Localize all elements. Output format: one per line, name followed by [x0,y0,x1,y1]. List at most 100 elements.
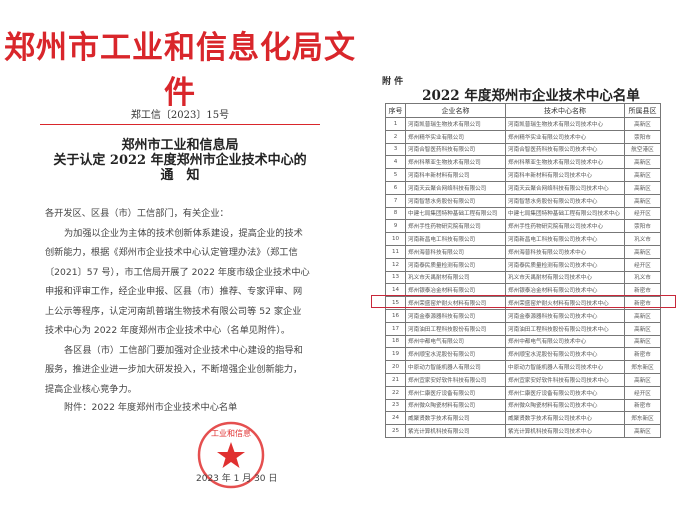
company-name: 郑州仁康医疗设备有限公司 [405,385,506,400]
row-number: 20 [385,360,406,374]
center-name: 河南凯普瑞生物技术有限公司技术中心 [505,117,625,131]
column-header: 企业名称 [405,103,506,118]
center-name: 中原动力智能机器人有限公司技术中心 [505,360,625,374]
header-divider [40,124,320,125]
row-number: 10 [385,232,406,246]
star-icon [217,442,245,468]
district: 巩义市 [624,232,661,246]
company-name: 郑州精华实业有限公司 [405,129,506,144]
row-number: 18 [385,334,406,349]
district: 高新区 [624,244,661,259]
row-number: 8 [385,206,406,221]
company-name: 中原动力智能机器人有限公司 [405,360,506,374]
title-line: 通 知 [160,168,200,183]
table-row: 9 郑州手性药物研究院有限公司 郑州手性药物研究院有限公司技术中心 荥阳市 [385,219,661,234]
district: 经开区 [624,206,661,221]
district: 郑东新区 [624,360,661,374]
company-name: 河南科丰新材料有限公司 [405,168,506,182]
company-name: 河南天云聚合网络科技有限公司 [405,180,506,195]
table-row: 20 中原动力智能机器人有限公司 中原动力智能机器人有限公司技术中心 郑东新区 [385,360,661,374]
center-name: 郑州中都电气有限公司技术中心 [505,334,625,349]
center-name: 河南合智医药科技有限公司技术中心 [505,142,625,157]
svg-text:工业和信息: 工业和信息 [211,428,251,438]
center-name: 河南天云聚合网络科技有限公司技术中心 [505,180,625,195]
annex-label: 附 件 [382,77,404,87]
table-row: 7 河南智慧水务股份有限公司 河南智慧水务股份有限公司技术中心 高新区 [385,193,661,208]
notice-page: 郑州市工业和信息化局文件 郑工信〔2023〕15号 郑州市工业和信息局 关于认定… [0,30,360,489]
notice-body: 各开发区、区县（市）工信部门，有关企业： 为加强以企业为主体的技术创新体系建设，… [45,204,310,399]
attachment-line: 附件：2022 年度郑州市企业技术中心名单 [64,402,238,413]
center-name: 郑州顺宝水泥股份有限公司技术中心 [505,347,625,362]
row-number: 9 [385,219,406,234]
row-number: 19 [385,347,406,362]
district: 巩义市 [624,270,661,285]
company-name: 郑州科蒂亚生物技术有限公司 [405,155,506,170]
table-row: 15 郑州荣盛窑炉耐火材料有限公司 郑州荣盛窑炉耐火材料有限公司技术中心 新密市 [385,296,661,310]
district: 高新区 [624,308,661,323]
company-name: 河南凯普瑞生物技术有限公司 [405,117,506,131]
center-name: 郑州手性药物研究院有限公司技术中心 [505,219,625,234]
row-number: 16 [385,308,406,323]
row-number: 2 [385,129,406,144]
issue-date: 2023 年 1 月 30 日 [196,474,278,484]
notice-title: 郑州市工业和信息局 关于认定 2022 年度郑州市企业技术中心的 通 知 [0,138,360,183]
district: 高新区 [624,117,661,131]
table-row: 2 郑州精华实业有限公司 郑州精华实业有限公司技术中心 荥阳市 [385,129,661,144]
district: 郑东新区 [624,411,661,426]
center-name: 威聚贤数字技术有限公司技术中心 [505,411,625,426]
company-name: 郑州顺宝水泥股份有限公司 [405,347,506,362]
table-row: 10 河南新昌电工科技有限公司 河南新昌电工科技有限公司技术中心 巩义市 [385,232,661,246]
district: 高新区 [624,155,661,170]
company-name: 威聚贤数字技术有限公司 [405,411,506,426]
row-number: 17 [385,321,406,336]
center-name: 郑州宜家安好软件科技有限公司技术中心 [505,372,625,387]
document-header: 郑州市工业和信息化局文件 [4,30,356,111]
table-row: 18 郑州中都电气有限公司 郑州中都电气有限公司技术中心 高新区 [385,334,661,349]
center-name: 紫光计算机科技有限公司技术中心 [505,424,625,438]
district: 荥阳市 [624,129,661,144]
company-name: 河南新昌电工科技有限公司 [405,232,506,246]
row-number: 21 [385,372,406,387]
table-row: 13 巩义市天禹耐材有限公司 巩义市天禹耐材有限公司技术中心 巩义市 [385,270,661,285]
paragraph: 为加强以企业为主体的技术创新体系建设，提高企业的技术创新能力，根据《郑州市企业技… [45,227,310,337]
table-row: 21 郑州宜家安好软件科技有限公司 郑州宜家安好软件科技有限公司技术中心 高新区 [385,372,661,387]
center-name: 郑州科蒂亚生物技术有限公司技术中心 [505,155,625,170]
column-header: 所属县区 [624,103,661,118]
district: 新密市 [624,398,661,413]
table-row: 4 郑州科蒂亚生物技术有限公司 郑州科蒂亚生物技术有限公司技术中心 高新区 [385,155,661,170]
title-line: 郑州市工业和信息局 [121,138,239,153]
district: 高新区 [624,424,661,438]
center-name: 郑州海普科技有限公司技术中心 [505,244,625,259]
official-seal: 工业和信息 [197,421,265,489]
center-name: 河南智慧水务股份有限公司技术中心 [505,193,625,208]
district: 高新区 [624,372,661,387]
district: 高新区 [624,193,661,208]
company-name: 郑州海普科技有限公司 [405,244,506,259]
salutation: 各开发区、区县（市）工信部门，有关企业： [45,208,229,219]
center-name: 郑州仁康医疗设备有限公司技术中心 [505,385,625,400]
row-number: 12 [385,257,406,272]
row-number: 11 [385,244,406,259]
center-name: 河南泰民质量检测有限公司技术中心 [505,257,625,272]
row-number: 6 [385,180,406,195]
center-name: 河南新昌电工科技有限公司技术中心 [505,232,625,246]
district: 经开区 [624,385,661,400]
company-name: 郑州微众陶瓷材料有限公司 [405,398,506,413]
table-row: 19 郑州顺宝水泥股份有限公司 郑州顺宝水泥股份有限公司技术中心 新密市 [385,347,661,362]
row-number: 25 [385,424,406,438]
row-number: 24 [385,411,406,426]
center-name: 巩义市天禹耐材有限公司技术中心 [505,270,625,285]
table-row: 16 河南金泰源器科技有限公司 河南金泰源器科技有限公司技术中心 高新区 [385,308,661,323]
table-row: 1 河南凯普瑞生物技术有限公司 河南凯普瑞生物技术有限公司技术中心 高新区 [385,117,661,131]
table-row: 8 中建七局集团特种基础工程有限公司 中建七局集团特种基础工程有限公司技术中心 经开区 [385,206,661,221]
company-name: 河南泰民质量检测有限公司 [405,257,506,272]
center-name: 郑州精华实业有限公司技术中心 [505,129,625,144]
document-number: 郑工信〔2023〕15号 [130,110,230,121]
district: 荥阳市 [624,219,661,234]
district: 新密市 [624,347,661,362]
company-name: 河南合智医药科技有限公司 [405,142,506,157]
company-name: 河南智慧水务股份有限公司 [405,193,506,208]
annex-page: 附 件 2022 年度郑州市企业技术中心名单 序号 企业名称 技术中心名称 所属… [362,0,700,506]
center-name: 河南科丰新材料有限公司技术中心 [505,168,625,182]
row-number: 7 [385,193,406,208]
